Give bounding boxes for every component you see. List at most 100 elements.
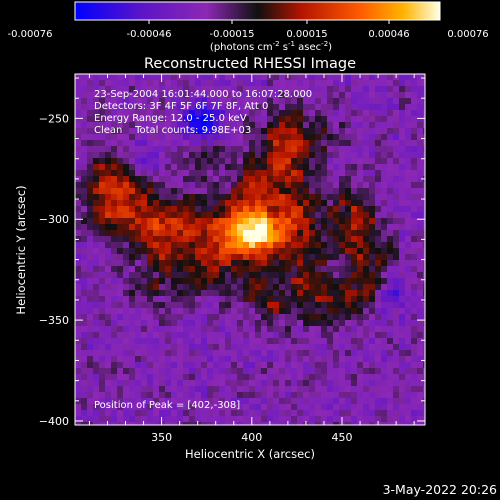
heatmap-cell <box>93 332 99 338</box>
heatmap-cell <box>153 374 159 380</box>
heatmap-cell <box>315 302 321 308</box>
heatmap-cell <box>213 290 219 296</box>
heatmap-cell <box>201 164 207 170</box>
heatmap-cell <box>201 98 207 104</box>
heatmap-cell <box>351 200 357 206</box>
heatmap-cell <box>189 260 195 266</box>
heatmap-cell <box>339 404 345 410</box>
heatmap-cell <box>207 230 213 236</box>
heatmap-cell <box>345 116 351 122</box>
heatmap-cell <box>273 308 279 314</box>
heatmap-cell <box>315 86 321 92</box>
heatmap-cell <box>219 152 225 158</box>
heatmap-cell <box>117 254 123 260</box>
heatmap-cell <box>357 344 363 350</box>
heatmap-cell <box>399 290 405 296</box>
heatmap-cell <box>357 146 363 152</box>
heatmap-cell <box>177 152 183 158</box>
heatmap-cell <box>393 404 399 410</box>
heatmap-cell <box>285 296 291 302</box>
heatmap-cell <box>201 158 207 164</box>
heatmap-cell <box>339 338 345 344</box>
heatmap-cell <box>171 128 177 134</box>
heatmap-cell <box>405 248 411 254</box>
heatmap-cell <box>195 146 201 152</box>
heatmap-cell <box>207 416 213 422</box>
heatmap-cell <box>381 218 387 224</box>
heatmap-cell <box>81 86 87 92</box>
heatmap-cell <box>201 86 207 92</box>
heatmap-cell <box>363 362 369 368</box>
heatmap-cell <box>105 122 111 128</box>
colorbar-gradient <box>75 2 440 20</box>
heatmap-cell <box>411 248 417 254</box>
heatmap-cell <box>321 362 327 368</box>
heatmap-cell <box>297 422 303 425</box>
heatmap-cell <box>135 242 141 248</box>
heatmap-cell <box>195 104 201 110</box>
heatmap-cell <box>351 164 357 170</box>
heatmap-cell <box>171 182 177 188</box>
heatmap-cell <box>243 224 249 230</box>
heatmap-cell <box>417 338 423 344</box>
heatmap-cell <box>99 356 105 362</box>
heatmap-cell <box>87 206 93 212</box>
heatmap-cell <box>207 152 213 158</box>
heatmap-cell <box>189 278 195 284</box>
heatmap-cell <box>333 188 339 194</box>
heatmap-cell <box>171 272 177 278</box>
heatmap-cell <box>183 104 189 110</box>
heatmap-cell <box>93 74 99 80</box>
heatmap-cell <box>369 224 375 230</box>
heatmap-cell <box>255 98 261 104</box>
heatmap-cell <box>189 176 195 182</box>
heatmap-cell <box>111 188 117 194</box>
heatmap-cell <box>75 134 81 140</box>
heatmap-cell <box>123 116 129 122</box>
heatmap-cell <box>117 368 123 374</box>
heatmap-cell <box>255 86 261 92</box>
heatmap-cell <box>195 92 201 98</box>
heatmap-cell <box>405 188 411 194</box>
heatmap-cell <box>357 230 363 236</box>
heatmap-cell <box>111 350 117 356</box>
heatmap-cell <box>111 236 117 242</box>
heatmap-cell <box>213 350 219 356</box>
heatmap-cell <box>135 344 141 350</box>
heatmap-cell <box>357 194 363 200</box>
heatmap-cell <box>117 272 123 278</box>
heatmap-cell <box>183 404 189 410</box>
heatmap-cell <box>255 188 261 194</box>
heatmap-cell <box>267 266 273 272</box>
heatmap-cell <box>309 356 315 362</box>
heatmap-cell <box>147 332 153 338</box>
heatmap-cell <box>219 410 225 416</box>
heatmap-cell <box>219 290 225 296</box>
heatmap-cell <box>291 326 297 332</box>
heatmap-cell <box>159 140 165 146</box>
heatmap-cell <box>393 380 399 386</box>
heatmap-cell <box>177 236 183 242</box>
heatmap-cell <box>417 254 423 260</box>
heatmap-cell <box>171 254 177 260</box>
heatmap-cell <box>237 308 243 314</box>
heatmap-cell <box>141 200 147 206</box>
heatmap-cell <box>363 152 369 158</box>
heatmap-cell <box>291 338 297 344</box>
heatmap-cell <box>87 98 93 104</box>
heatmap-cell <box>333 314 339 320</box>
heatmap-cell <box>255 104 261 110</box>
heatmap-cell <box>417 392 423 398</box>
heatmap-cell <box>159 272 165 278</box>
heatmap-cell <box>357 278 363 284</box>
heatmap-cell <box>183 380 189 386</box>
heatmap-cell <box>303 314 309 320</box>
heatmap-cell <box>267 344 273 350</box>
heatmap-cell <box>273 86 279 92</box>
heatmap-cell <box>153 86 159 92</box>
heatmap-cell <box>255 218 261 224</box>
heatmap-cell <box>99 80 105 86</box>
heatmap-cell <box>219 170 225 176</box>
heatmap-cell <box>363 278 369 284</box>
heatmap-cell <box>201 104 207 110</box>
